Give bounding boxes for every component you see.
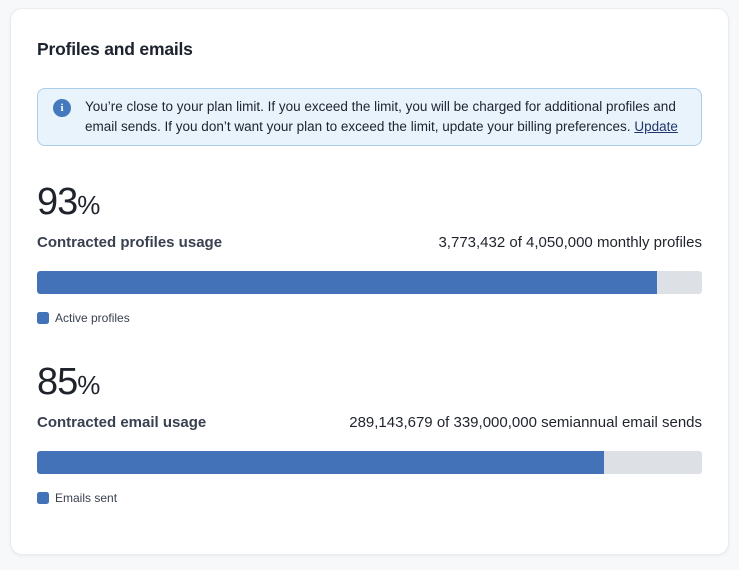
plan-limit-alert: i You’re close to your plan limit. If yo… bbox=[37, 88, 702, 146]
profiles-usage-bar-fill bbox=[37, 271, 657, 294]
email-usage-legend: Emails sent bbox=[37, 491, 702, 505]
email-usage-value: 289,143,679 of 339,000,000 semiannual em… bbox=[349, 414, 702, 431]
email-usage-bar-fill bbox=[37, 451, 605, 474]
email-usage-meter: 85% Contracted email usage 289,143,679 o… bbox=[37, 362, 702, 505]
email-usage-percent: 85% bbox=[37, 362, 702, 405]
profiles-usage-meter: 93% Contracted profiles usage 3,773,432 … bbox=[37, 182, 702, 325]
alert-message: You’re close to your plan limit. If you … bbox=[85, 97, 685, 137]
profiles-usage-bar-track bbox=[37, 271, 702, 294]
percent-sign: % bbox=[77, 190, 101, 220]
profiles-legend-label: Active profiles bbox=[55, 311, 130, 325]
email-usage-row: Contracted email usage 289,143,679 of 33… bbox=[37, 414, 702, 431]
info-icon: i bbox=[53, 99, 71, 117]
profiles-emails-card: Profiles and emails i You’re close to yo… bbox=[10, 8, 729, 555]
percent-sign: % bbox=[77, 370, 101, 400]
profiles-usage-value: 3,773,432 of 4,050,000 monthly profiles bbox=[438, 234, 702, 251]
profiles-usage-label: Contracted profiles usage bbox=[37, 234, 223, 251]
profiles-usage-legend: Active profiles bbox=[37, 311, 702, 325]
email-usage-bar-track bbox=[37, 451, 702, 474]
email-usage-percent-number: 85 bbox=[37, 361, 78, 403]
profiles-usage-percent: 93% bbox=[37, 182, 702, 225]
profiles-usage-percent-number: 93 bbox=[37, 181, 78, 223]
legend-swatch-icon bbox=[37, 312, 49, 324]
update-link[interactable]: Update bbox=[634, 119, 678, 134]
alert-message-text: You’re close to your plan limit. If you … bbox=[85, 99, 676, 134]
email-legend-label: Emails sent bbox=[55, 491, 118, 505]
legend-swatch-icon bbox=[37, 492, 49, 504]
profiles-usage-row: Contracted profiles usage 3,773,432 of 4… bbox=[37, 234, 702, 251]
page-title: Profiles and emails bbox=[37, 39, 193, 59]
email-usage-label: Contracted email usage bbox=[37, 414, 207, 431]
